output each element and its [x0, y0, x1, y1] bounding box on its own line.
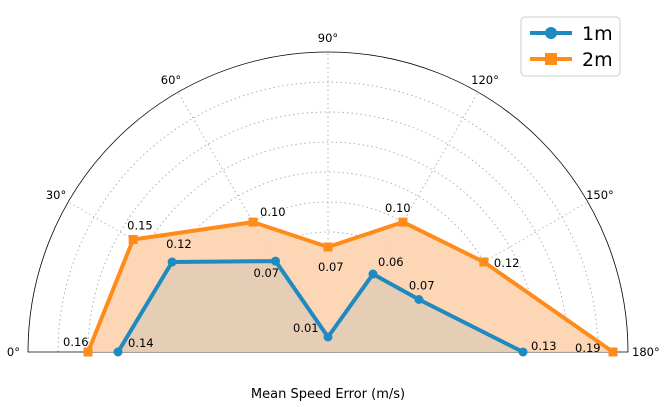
legend-marker-2m: [545, 53, 557, 65]
data-label-2m: 0.10: [385, 201, 411, 215]
radial-grid-circle: [87, 111, 569, 353]
point-2m: [323, 242, 333, 252]
point-2m: [398, 217, 408, 227]
data-label-2m: 0.16: [63, 335, 89, 349]
angle-tick-label: 120°: [471, 73, 499, 87]
polar-frame: [27, 51, 629, 353]
legend-label-1m: 1m: [582, 23, 613, 45]
angle-tick-label: 90°: [318, 31, 338, 45]
point-1m: [414, 295, 424, 304]
data-label-2m: 0.12: [494, 256, 520, 270]
data-label-2m: 0.15: [127, 219, 153, 233]
data-label-1m: 0.12: [166, 237, 192, 251]
point-2m: [608, 347, 618, 357]
legend-label-2m: 2m: [582, 49, 613, 71]
series-lines: [83, 217, 618, 357]
point-2m: [248, 217, 258, 227]
point-1m: [323, 332, 333, 342]
point-2m: [479, 257, 489, 267]
area-1m: [118, 261, 523, 352]
legend-marker-1m: [545, 27, 557, 39]
point-1m: [271, 256, 280, 266]
angle-tick-label: 60°: [161, 73, 181, 87]
point-1m: [518, 347, 528, 357]
data-label-2m: 0.07: [318, 260, 344, 274]
data-labels: 0.16 0.15 0.10 0.07 0.10 0.12 0.19 0.14 0.12 0.07…: [63, 201, 601, 355]
angle-tick-labels: 0° 30° 60° 90° 120° 150° 180°: [7, 31, 660, 359]
point-1m: [113, 347, 123, 357]
angle-tick-label: 30°: [46, 188, 66, 202]
point-1m: [368, 269, 378, 279]
data-label-1m: 0.13: [531, 339, 557, 353]
point-2m: [83, 347, 93, 357]
data-label-1m: 0.01: [293, 321, 319, 335]
angle-tick-label: 0°: [7, 345, 20, 359]
angle-tick-label: 180°: [632, 345, 660, 359]
data-label-1m: 0.14: [128, 336, 154, 350]
data-label-2m: 0.10: [260, 205, 286, 219]
angle-tick-label: 150°: [586, 188, 614, 202]
legend: 1m 2m: [520, 16, 621, 77]
data-label-1m: 0.07: [409, 279, 435, 293]
data-label-1m: 0.07: [254, 266, 280, 280]
point-1m: [167, 257, 177, 267]
point-2m: [128, 235, 138, 244]
data-label-2m: 0.19: [575, 341, 601, 355]
x-axis-label: Mean Speed Error (m/s): [251, 387, 405, 402]
data-label-1m: 0.06: [378, 255, 404, 269]
radial-grid-circle: [117, 141, 539, 353]
series-areas: [88, 222, 613, 352]
